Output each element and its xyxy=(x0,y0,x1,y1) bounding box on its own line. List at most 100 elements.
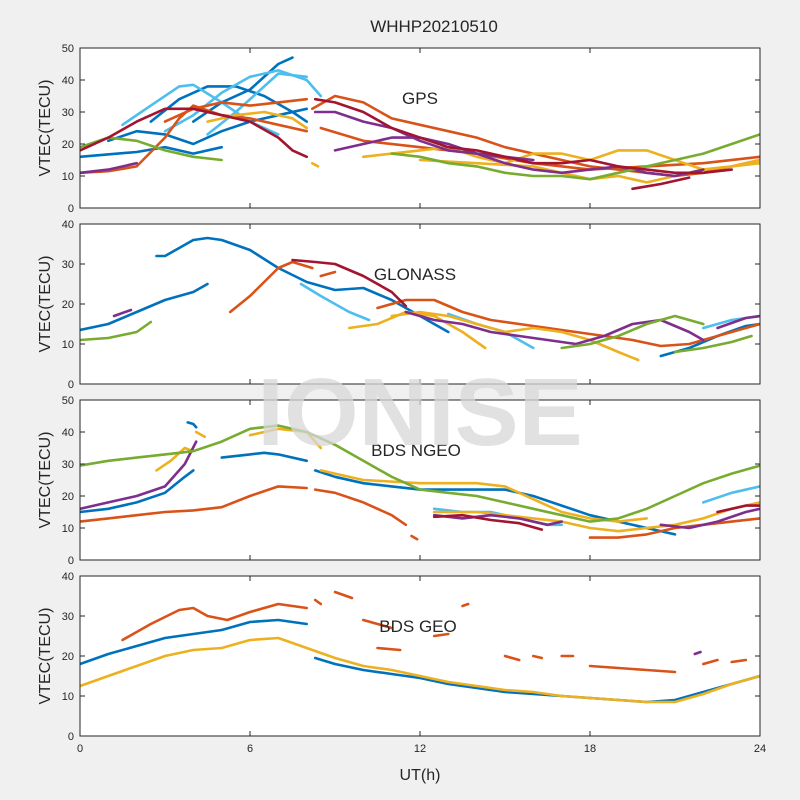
series-line-5 xyxy=(702,485,760,504)
series-line-6 xyxy=(80,485,308,523)
series-line-16 xyxy=(673,334,753,354)
series-line-1 xyxy=(155,236,450,334)
series-line-16 xyxy=(693,650,702,656)
series-line-8 xyxy=(163,97,308,123)
series-line-5 xyxy=(163,69,323,133)
y-tick-label: 50 xyxy=(62,395,74,407)
y-tick-label: 40 xyxy=(62,219,74,231)
watermark: IONISE xyxy=(257,359,582,466)
series-line-2 xyxy=(220,451,308,463)
series-line-18 xyxy=(80,424,760,523)
figure-title: WHHP20210510 xyxy=(370,17,498,36)
series-line-21 xyxy=(313,97,733,175)
series-group xyxy=(80,590,760,704)
y-tick-label: 40 xyxy=(62,75,74,87)
series-line-0 xyxy=(80,145,223,159)
series-line-6 xyxy=(362,618,393,630)
series-line-13 xyxy=(716,314,760,330)
series-line-16 xyxy=(432,513,563,527)
y-tick-label: 20 xyxy=(62,491,74,503)
series-line-15 xyxy=(560,314,705,350)
series-line-16 xyxy=(313,110,705,178)
series-line-0 xyxy=(80,282,209,332)
series-line-2 xyxy=(80,636,760,704)
series-line-20 xyxy=(716,504,760,514)
series-line-8 xyxy=(410,534,419,541)
series-line-1 xyxy=(186,421,198,429)
series-line-4 xyxy=(313,598,323,606)
series-line-14 xyxy=(702,658,719,666)
series-line-22 xyxy=(631,176,691,191)
series-line-7 xyxy=(313,488,408,527)
x-tick-label: 12 xyxy=(414,743,426,755)
series-line-9 xyxy=(588,517,760,539)
x-tick-label: 24 xyxy=(754,743,766,755)
series-line-1 xyxy=(313,656,760,704)
subplots: 0 10 20 30 40 50 VTEC(TECU) GPS 0 10 20 30 40 VTEC(TE… xyxy=(37,43,766,755)
series-line-9 xyxy=(461,602,470,608)
series-line-8 xyxy=(376,646,402,652)
series-line-10 xyxy=(503,654,521,662)
series-line-12 xyxy=(248,427,323,450)
series-line-10 xyxy=(155,446,195,472)
plot-area xyxy=(80,576,760,736)
series-line-13 xyxy=(588,664,677,674)
panel-label: BDS GEO xyxy=(379,617,456,636)
series-line-7 xyxy=(319,270,337,278)
series-line-9 xyxy=(347,310,487,350)
series-line-19 xyxy=(432,513,544,531)
series-line-7 xyxy=(432,632,450,638)
y-tick-label: 30 xyxy=(62,107,74,119)
series-line-19 xyxy=(390,133,760,181)
y-tick-label: 20 xyxy=(62,139,74,151)
series-line-8 xyxy=(376,298,760,348)
series-line-12 xyxy=(404,310,705,346)
y-tick-label: 20 xyxy=(62,651,74,663)
y-axis-label: VTEC(TECU) xyxy=(37,608,54,705)
series-line-13 xyxy=(362,145,760,171)
series-line-14 xyxy=(418,158,760,184)
series-line-3 xyxy=(121,602,308,642)
series-line-15 xyxy=(80,440,198,511)
series-line-1 xyxy=(107,107,308,146)
series-line-18 xyxy=(80,136,223,162)
series-line-11 xyxy=(532,654,544,660)
series-line-5 xyxy=(333,590,354,600)
y-tick-label: 40 xyxy=(62,571,74,583)
series-line-20 xyxy=(80,107,308,159)
y-tick-label: 10 xyxy=(62,691,74,703)
series-line-10 xyxy=(390,310,640,362)
y-axis-label: VTEC(TECU) xyxy=(37,432,54,529)
x-axis-label: UT(h) xyxy=(400,767,441,784)
x-tick-label: 6 xyxy=(247,743,253,755)
y-tick-label: 20 xyxy=(62,299,74,311)
plot-area xyxy=(80,224,760,384)
y-tick-label: 40 xyxy=(62,427,74,439)
series-line-15 xyxy=(80,161,138,175)
series-line-17 xyxy=(659,507,760,530)
series-line-12 xyxy=(311,161,320,168)
series-line-0 xyxy=(80,618,308,666)
series-line-3 xyxy=(299,282,371,322)
x-tick-label: 0 xyxy=(77,743,83,755)
series-group xyxy=(80,236,760,362)
y-tick-label: 30 xyxy=(62,611,74,623)
y-tick-label: 10 xyxy=(62,171,74,183)
y-tick-label: 30 xyxy=(62,459,74,471)
series-group xyxy=(80,56,760,191)
series-group xyxy=(80,421,760,541)
series-line-14 xyxy=(432,501,760,533)
panel-label: GPS xyxy=(402,89,438,108)
series-line-11 xyxy=(112,308,133,318)
series-line-2 xyxy=(149,85,308,123)
series-line-14 xyxy=(80,320,153,342)
subplot-1: 0 10 20 30 40 VTEC(TECU) GLONASS xyxy=(37,219,761,391)
y-tick-label: 10 xyxy=(62,523,74,535)
y-tick-label: 0 xyxy=(68,731,74,743)
x-tick-label: 18 xyxy=(584,743,596,755)
y-axis-label: VTEC(TECU) xyxy=(37,256,54,353)
y-axis-label: VTEC(TECU) xyxy=(37,80,54,177)
panel-label: GLONASS xyxy=(374,265,456,284)
subplot-3: 0 10 20 30 40 0 6 12 18 24 VTEC(TECU) BDS GEO xyxy=(37,571,766,755)
